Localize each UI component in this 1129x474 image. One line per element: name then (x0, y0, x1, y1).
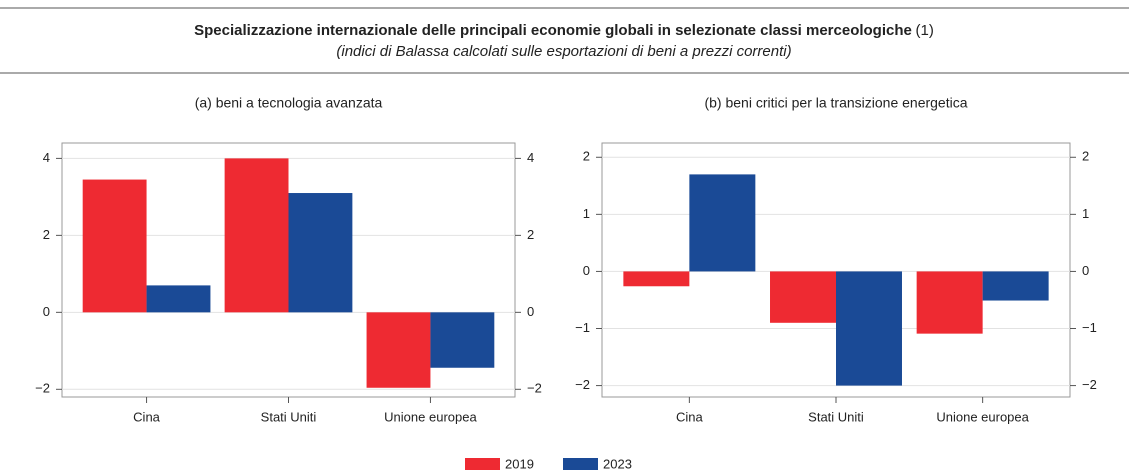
y-tick-label: 1 (583, 206, 590, 221)
y-tick-label: −2 (575, 377, 590, 392)
y-tick-label: 2 (1082, 149, 1089, 164)
y-tick-label: −1 (575, 320, 590, 335)
y-tick-label: 1 (1082, 206, 1089, 221)
bar (366, 312, 431, 388)
y-tick-label: 4 (43, 150, 50, 165)
y-tick-label: 0 (527, 304, 534, 319)
y-tick-label: 4 (527, 150, 534, 165)
legend-label: 2019 (505, 456, 534, 471)
header: Specializzazione internazionale delle pr… (194, 22, 934, 39)
y-tick-label: −2 (527, 381, 542, 396)
legend-swatch (465, 458, 500, 470)
y-tick-label: −1 (1082, 320, 1097, 335)
panel-title: (a) beni a tecnologia avanzata (195, 95, 383, 111)
y-tick-label: −2 (1082, 377, 1097, 392)
bar (288, 193, 353, 313)
x-tick-label: Unione europea (936, 409, 1029, 424)
bar (146, 285, 211, 313)
x-tick-label: Stati Uniti (808, 409, 864, 424)
bar (82, 179, 147, 313)
title-note: (1) (916, 22, 934, 39)
panel-title: (b) beni critici per la transizione ener… (704, 95, 967, 111)
x-tick-label: Cina (676, 409, 704, 424)
bar (224, 158, 289, 313)
bar (770, 271, 836, 323)
bar (430, 312, 495, 368)
x-tick-label: Cina (133, 409, 161, 424)
bar (623, 271, 690, 287)
bar (982, 271, 1049, 301)
title: Specializzazione internazionale delle pr… (194, 22, 912, 39)
subtitle: (indici di Balassa calcolati sulle espor… (336, 43, 791, 60)
y-tick-label: 2 (43, 227, 50, 242)
bar (689, 174, 756, 272)
bar (916, 271, 983, 334)
y-tick-label: 0 (1082, 263, 1089, 278)
bar (836, 271, 902, 386)
legend-swatch (563, 458, 598, 470)
x-tick-label: Unione europea (384, 409, 477, 424)
y-tick-label: 0 (43, 304, 50, 319)
y-tick-label: 2 (527, 227, 534, 242)
y-tick-label: 0 (583, 263, 590, 278)
y-tick-label: 2 (583, 149, 590, 164)
y-tick-label: −2 (35, 381, 50, 396)
x-tick-label: Stati Uniti (261, 409, 317, 424)
legend-label: 2023 (603, 456, 632, 471)
